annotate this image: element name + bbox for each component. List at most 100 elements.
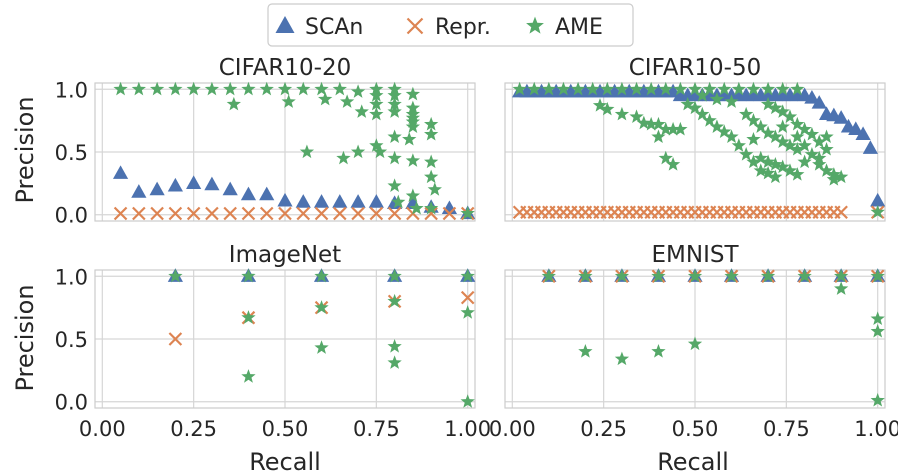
data-point-star (281, 94, 296, 108)
data-point-triangle (862, 140, 878, 154)
data-point-star (709, 119, 725, 133)
data-point-star (673, 121, 688, 136)
data-point-star (332, 81, 347, 96)
data-point-star (387, 268, 402, 283)
data-point-triangle (855, 126, 871, 141)
data-point-triangle (368, 194, 384, 208)
data-point-star (223, 81, 238, 96)
data-point-star (768, 169, 783, 184)
data-point-triangle (848, 121, 864, 136)
data-point-star (834, 169, 849, 184)
data-point-star (372, 144, 388, 159)
data-point-star (241, 369, 256, 383)
data-point-star (527, 81, 542, 96)
data-point-star (336, 150, 351, 165)
data-point-star (695, 106, 710, 121)
data-point-star (651, 268, 666, 283)
data-point-star (424, 126, 439, 141)
data-point-x (314, 206, 329, 221)
panel-imagenet: ImageNet 0.0 0.5 1.0 0.00 0.25 0.50 0.75 1.00 (55, 242, 491, 441)
panel-title: ImageNet (229, 242, 341, 268)
xlabel-left: Recall (249, 448, 321, 475)
data-point-star (241, 81, 256, 96)
data-point-triangle (350, 194, 366, 208)
data-point-star (760, 165, 776, 180)
data-point-star (314, 81, 329, 96)
x-tick-label: 0.50 (262, 417, 309, 441)
data-point-star (149, 81, 165, 96)
panel-title: CIFAR10-50 (629, 55, 762, 81)
series-ame (512, 81, 885, 219)
data-point-x (387, 206, 402, 221)
legend-marker-star (526, 16, 544, 34)
data-point-triangle (149, 181, 165, 196)
data-point-x (834, 205, 848, 219)
data-point-star (277, 81, 293, 96)
data-point-star (753, 119, 768, 133)
data-point-star (658, 121, 673, 136)
data-point-x (241, 206, 256, 221)
data-point-star (424, 200, 439, 215)
data-point-star (797, 268, 812, 283)
data-point-x (259, 206, 274, 221)
data-point-x (278, 206, 292, 221)
data-point-star (739, 147, 754, 161)
x-tick-label: 1.00 (444, 417, 491, 441)
data-point-star (314, 268, 329, 283)
data-point-star (350, 144, 366, 159)
data-point-star (804, 126, 820, 141)
data-point-star (296, 81, 311, 96)
xlabel-right: Recall (657, 448, 729, 475)
data-point-star (834, 281, 849, 295)
data-point-triangle (167, 177, 183, 192)
data-point-star (790, 116, 805, 131)
data-point-triangle (131, 184, 147, 198)
series-repr (512, 205, 885, 219)
data-point-x (186, 206, 201, 221)
data-point-star (775, 81, 790, 96)
data-point-star (665, 157, 681, 171)
data-point-x (113, 206, 128, 221)
data-point-star (644, 116, 659, 131)
data-point-x (333, 206, 347, 221)
data-point-star (541, 81, 556, 96)
data-point-star (424, 116, 439, 131)
data-point-star (760, 96, 776, 111)
legend-marker-triangle (275, 16, 295, 33)
data-point-star (760, 268, 776, 283)
data-point-triangle (313, 194, 330, 208)
data-point-triangle (240, 186, 257, 201)
panel-cifar10-20: CIFAR10-20 0.0 0.5 1.0 (55, 55, 476, 228)
data-point-star (350, 84, 366, 98)
data-point-star (797, 121, 812, 136)
data-point-star (680, 96, 695, 111)
data-point-star (460, 394, 475, 408)
y-tick-label: 1.0 (55, 265, 88, 289)
data-point-triangle (295, 194, 311, 208)
data-point-star (819, 163, 834, 177)
data-point-star (870, 392, 885, 407)
data-point-star (760, 125, 776, 140)
data-point-star (168, 268, 183, 283)
data-point-x (223, 206, 237, 221)
data-point-x (168, 332, 183, 346)
data-point-star (739, 106, 754, 121)
data-point-star (339, 94, 355, 108)
panel-emnist: EMNIST 0.00 0.25 0.50 0.75 1.00 (489, 242, 898, 441)
data-point-triangle (204, 176, 220, 191)
data-point-star (460, 268, 475, 283)
data-point-star (658, 81, 673, 96)
data-point-triangle (112, 165, 129, 179)
panel-title: EMNIST (651, 242, 739, 268)
data-point-star (870, 204, 885, 219)
data-point-star (387, 104, 402, 118)
x-tick-label: 0.25 (170, 417, 217, 441)
data-point-star (600, 81, 615, 96)
data-point-triangle (259, 186, 275, 201)
data-point-star (424, 154, 439, 169)
data-point-x (351, 206, 365, 221)
legend-frame (267, 3, 634, 47)
data-point-x (296, 206, 311, 221)
data-point-star (782, 138, 798, 152)
